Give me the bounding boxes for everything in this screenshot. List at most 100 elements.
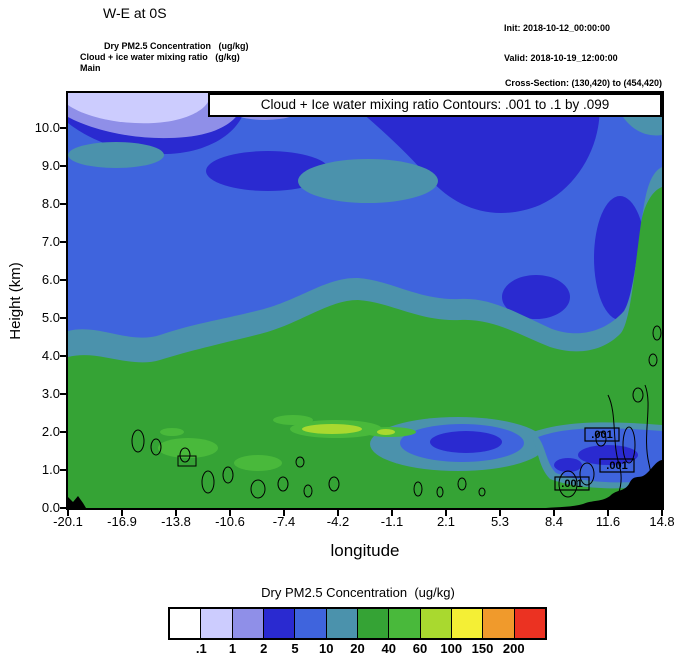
pm25-contour-field: .001 .001 .001 <box>68 93 662 508</box>
field-pm25: Dry PM2.5 Concentration (ug/kg) <box>104 41 249 51</box>
x-tick-label: -20.1 <box>53 514 83 529</box>
cloud-ice-contour <box>222 466 234 484</box>
colorbar-tick-label: 2 <box>260 641 268 656</box>
y-tick-label: 3.0 <box>41 386 60 401</box>
colorbar-tick-label: 5 <box>291 641 299 656</box>
field-cloud-ice: Cloud + ice water mixing ratio (g/kg) <box>80 52 240 62</box>
x-tick-label: 8.4 <box>544 514 564 529</box>
init-time: Init: 2018-10-12_00:00:00 <box>504 23 611 33</box>
cloud-ice-contour <box>179 447 191 463</box>
x-tick-label: 5.3 <box>490 514 510 529</box>
colorbar-cell <box>201 609 233 638</box>
colorbar-title: Dry PM2.5 Concentration (ug/kg) <box>261 585 455 600</box>
y-tickmark <box>60 355 67 357</box>
x-tickmark <box>175 509 177 516</box>
terrain-right <box>546 460 662 508</box>
colorbar-tick-label: 10 <box>319 641 334 656</box>
colorbar-cell <box>170 609 202 638</box>
field-list: Dry PM2.5 Concentration (ug/kg) Cloud + … <box>80 41 249 74</box>
colorbar-tick-label: 1 <box>228 641 237 656</box>
cloud-ice-contour <box>652 325 662 341</box>
pm25-0.1-1-topleft <box>68 93 211 124</box>
x-tickmark <box>499 509 501 516</box>
svg-text:.001: .001 <box>591 429 612 441</box>
x-tickmark <box>121 509 123 516</box>
x-tick-label: 2.1 <box>436 514 456 529</box>
contour-value-label: .001 <box>554 476 590 491</box>
y-tick-label: 7.0 <box>41 234 60 249</box>
pm25-10-20-upper-left <box>68 142 164 168</box>
cloud-ice-contour <box>632 387 644 403</box>
pm25-2-5-pocket-core <box>430 431 502 453</box>
field-domain: Main <box>80 63 101 73</box>
cloud-ice-contour <box>595 431 607 447</box>
x-tick-label: -10.6 <box>215 514 245 529</box>
y-tick-label: 8.0 <box>41 196 60 211</box>
colorbar-cell <box>420 609 452 638</box>
pm25-60-100-core <box>302 424 362 434</box>
cloud-ice-contour <box>177 455 197 467</box>
colorbar-tick-label: 40 <box>381 641 396 656</box>
y-tickmark <box>60 127 67 129</box>
page-title: W-E at 0S <box>103 5 167 21</box>
colorbar-cell <box>357 609 390 638</box>
x-tickmark <box>283 509 285 516</box>
colorbar-tick-label: 20 <box>350 641 365 656</box>
colorbar-cell <box>295 609 327 638</box>
x-tickmark <box>607 509 609 516</box>
x-tickmark <box>337 509 339 516</box>
colorbar-tick-label: 100 <box>440 641 463 656</box>
y-tickmark <box>60 241 67 243</box>
pm25-40-60-streak <box>273 415 313 425</box>
x-tick-label: 11.6 <box>595 514 621 529</box>
cloud-ice-contour <box>413 481 423 497</box>
y-tickmark <box>60 393 67 395</box>
contour-info-banner: Cloud + Ice water mixing ratio Contours:… <box>208 93 662 117</box>
colorbar-cell <box>389 609 421 638</box>
colorbar-tick-label: 60 <box>412 641 428 656</box>
contour-value-label: .001 <box>599 458 635 473</box>
y-tick-label: 1.0 <box>41 462 60 477</box>
contour-value-label: .001 <box>584 427 620 442</box>
pm25-40-60-patch <box>234 455 282 471</box>
colorbar-tick-label: 150 <box>471 641 494 656</box>
valid-time: Valid: 2018-10-19_12:00:00 <box>504 53 618 63</box>
svg-text:.001: .001 <box>606 460 627 472</box>
colorbar-cell <box>483 609 515 638</box>
colorbar-cell <box>326 609 358 638</box>
colorbar-cell <box>451 609 484 638</box>
cloud-ice-contour <box>295 456 305 468</box>
pm25-60-100-core <box>377 429 395 435</box>
cloud-ice-contour <box>579 462 595 486</box>
x-tickmark <box>229 509 231 516</box>
y-tickmark <box>60 203 67 205</box>
cloud-ice-contour <box>201 470 215 494</box>
svg-text:.001: .001 <box>561 478 582 490</box>
y-tickmark <box>60 165 67 167</box>
cloud-ice-contour <box>558 470 578 498</box>
pm25-40-60-patch <box>158 438 218 458</box>
pm25-2-5-mid-right <box>502 275 570 319</box>
x-tickmark <box>391 509 393 516</box>
y-tick-label: 4.0 <box>41 348 60 363</box>
y-tickmark <box>60 431 67 433</box>
y-axis-label: Height (km) <box>7 262 24 340</box>
pm25-2-5-top-center <box>338 93 600 213</box>
x-tick-label: -1.1 <box>380 514 404 529</box>
pm25-10-20-upper-mid <box>298 159 438 203</box>
colorbar-tick-label: .1 <box>195 641 207 656</box>
y-tick-label: 10.0 <box>34 120 60 135</box>
y-tick-label: 2.0 <box>41 424 60 439</box>
cloud-ice-contour <box>478 487 486 497</box>
pm25-40-60-streak <box>160 428 184 436</box>
cloud-ice-contour <box>644 384 652 508</box>
terrain-left <box>68 496 86 508</box>
cloud-ice-contour <box>277 476 289 492</box>
cloud-ice-contour <box>457 477 467 491</box>
x-tickmark <box>445 509 447 516</box>
colorbar <box>168 607 547 640</box>
model-times: Init: 2018-10-12_00:00:00 Valid: 2018-10… <box>504 3 618 83</box>
colorbar-cell <box>514 609 545 638</box>
x-tick-label: -13.8 <box>161 514 191 529</box>
